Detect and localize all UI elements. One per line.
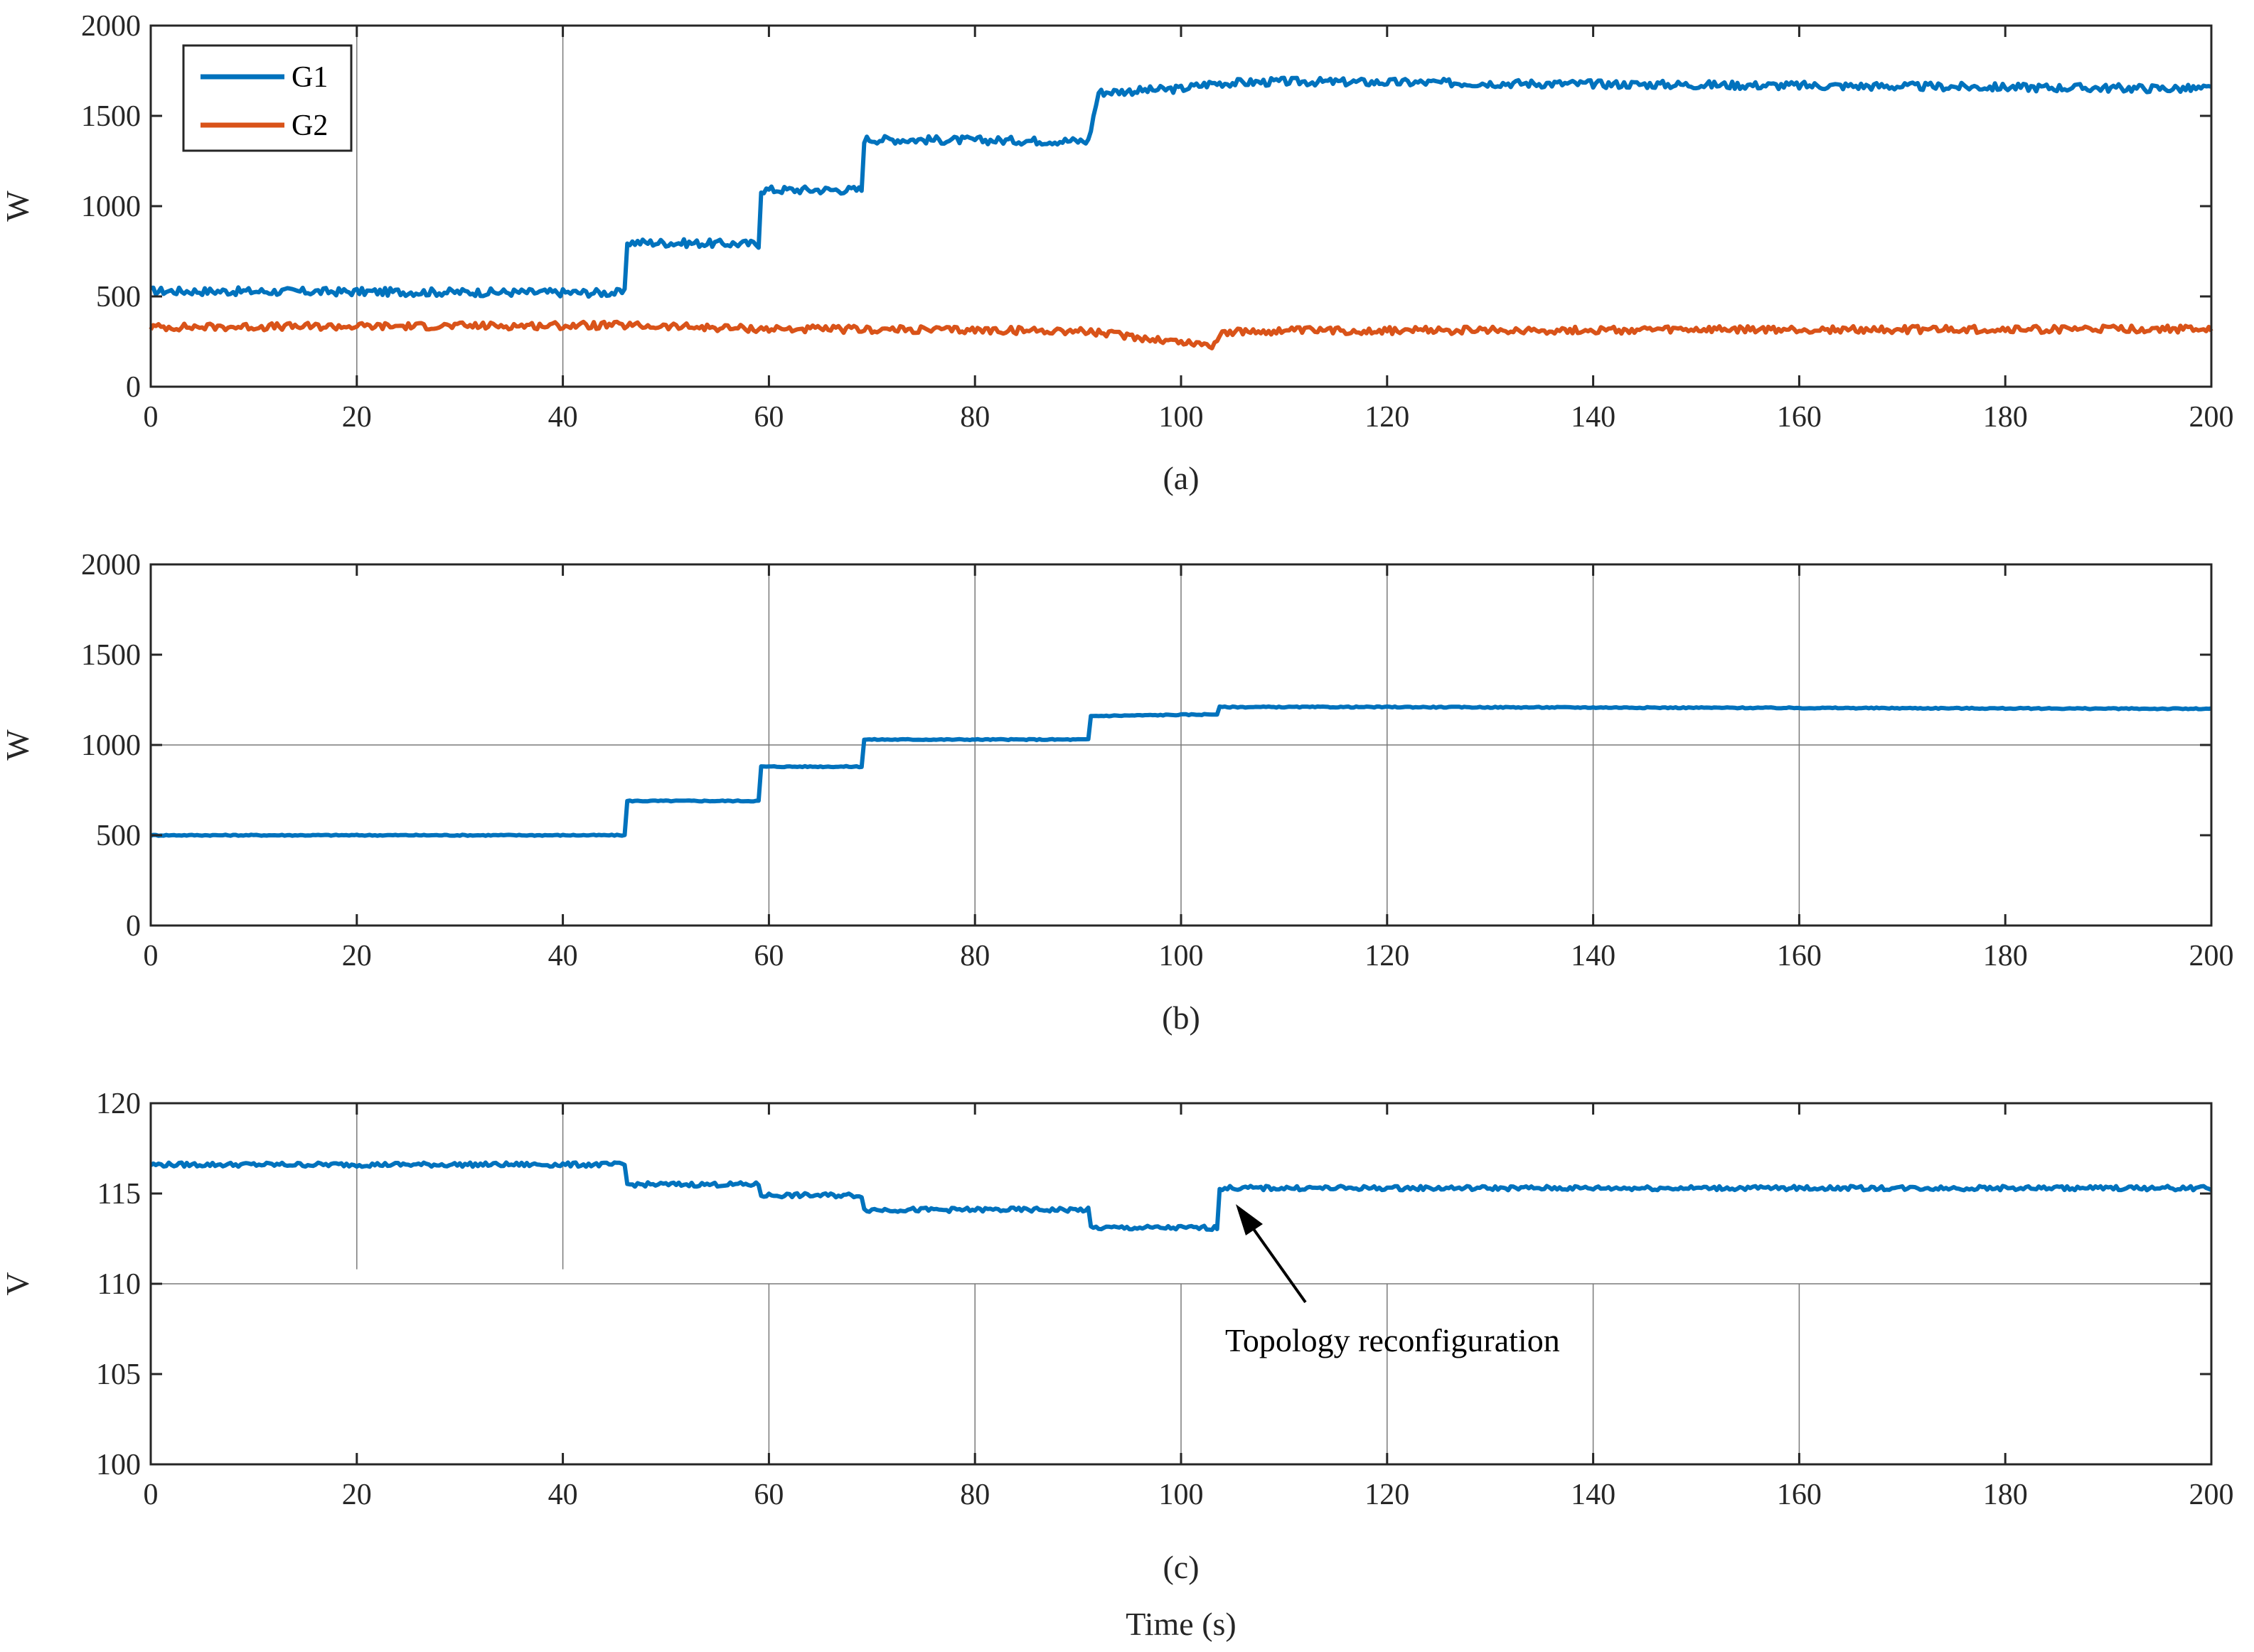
- annotation-arrow-head: [1236, 1204, 1263, 1235]
- x-axis-label: Time (s): [1126, 1606, 1237, 1642]
- y-tick-label: 1500: [81, 100, 141, 133]
- x-tick-label: 200: [2189, 940, 2234, 972]
- panel-c-ylabel: V: [0, 1272, 36, 1295]
- x-tick-label: 120: [1364, 401, 1409, 434]
- x-tick-label: 120: [1364, 1479, 1409, 1511]
- x-tick-label: 180: [1983, 1479, 2028, 1511]
- y-tick-label: 1000: [81, 191, 141, 223]
- y-tick-label: 105: [96, 1358, 141, 1391]
- x-tick-label: 180: [1983, 401, 2028, 434]
- series-line-g1: [150, 75, 2212, 299]
- x-tick-label: 140: [1571, 1479, 1615, 1511]
- x-tick-label: 80: [960, 401, 990, 434]
- x-tick-label: 60: [754, 401, 784, 434]
- x-tick-label: 60: [754, 1479, 784, 1511]
- y-tick-label: 2000: [81, 549, 141, 581]
- annotation-arrow-line: [1249, 1223, 1307, 1304]
- x-tick-label: 140: [1571, 401, 1615, 434]
- panel-b-caption: (b): [1162, 999, 1200, 1036]
- y-tick-label: 115: [97, 1178, 141, 1211]
- y-tick-label: 110: [97, 1268, 141, 1301]
- y-tick-label: 500: [96, 281, 141, 313]
- x-tick-label: 160: [1777, 940, 1822, 972]
- annotation: Topology reconfiguration: [1225, 1204, 1560, 1358]
- x-tick-label: 20: [342, 1479, 372, 1511]
- x-tick-label: 180: [1983, 940, 2028, 972]
- x-tick-label: 0: [144, 940, 159, 972]
- panel-b: 0 20 40 60 80 100 120 140 160 180 2000500100015002…: [0, 549, 2234, 1036]
- x-tick-label: 140: [1571, 940, 1615, 972]
- x-tick-label: 200: [2189, 401, 2234, 434]
- x-tick-label: 0: [144, 1479, 159, 1511]
- x-tick-label: 160: [1777, 401, 1822, 434]
- x-tick-label: 60: [754, 940, 784, 972]
- x-tick-label: 20: [342, 940, 372, 972]
- x-tick-label: 200: [2189, 1479, 2234, 1511]
- x-tick-label: 80: [960, 940, 990, 972]
- legend-box: [182, 44, 353, 152]
- panel-c-caption: (c): [1163, 1549, 1199, 1585]
- x-tick-label: 100: [1159, 1479, 1204, 1511]
- y-tick-label: 0: [126, 371, 141, 404]
- x-tick-label: 20: [342, 401, 372, 434]
- y-tick-label: 1500: [81, 639, 141, 672]
- legend: G1 G2: [182, 44, 353, 152]
- panel-a: 0 20 40 60 80 100 120 140 160 180 2000500100015002…: [0, 10, 2234, 496]
- y-tick-label: 2000: [81, 10, 141, 43]
- annotation-text: Topology reconfiguration: [1225, 1322, 1560, 1358]
- x-tick-label: 100: [1159, 940, 1204, 972]
- x-tick-label: 80: [960, 1479, 990, 1511]
- x-tick-label: 40: [548, 401, 578, 434]
- y-tick-label: 1000: [81, 729, 141, 762]
- series-line-main: [149, 1160, 2213, 1233]
- x-tick-label: 120: [1364, 940, 1409, 972]
- legend-label-g2: G2: [292, 109, 328, 142]
- panel-a-caption: (a): [1163, 460, 1199, 496]
- y-tick-label: 100: [96, 1449, 141, 1481]
- x-tick-label: 160: [1777, 1479, 1822, 1511]
- series-line-main: [150, 704, 2212, 838]
- panel-a-ylabel: W: [0, 191, 36, 222]
- legend-label-g1: G1: [292, 61, 328, 94]
- x-tick-label: 0: [144, 401, 159, 434]
- series-line-g2: [149, 319, 2213, 350]
- y-tick-label: 500: [96, 820, 141, 852]
- panel-c: 0 20 40 60 80 100 120 140 160 180 200 100 105 110 115 1…: [0, 1088, 2234, 1642]
- x-tick-label: 40: [548, 1479, 578, 1511]
- x-tick-label: 40: [548, 940, 578, 972]
- x-tick-label: 100: [1159, 401, 1204, 434]
- y-tick-label: 0: [126, 910, 141, 943]
- panel-b-ylabel: W: [0, 729, 36, 761]
- y-tick-label: 120: [96, 1088, 141, 1120]
